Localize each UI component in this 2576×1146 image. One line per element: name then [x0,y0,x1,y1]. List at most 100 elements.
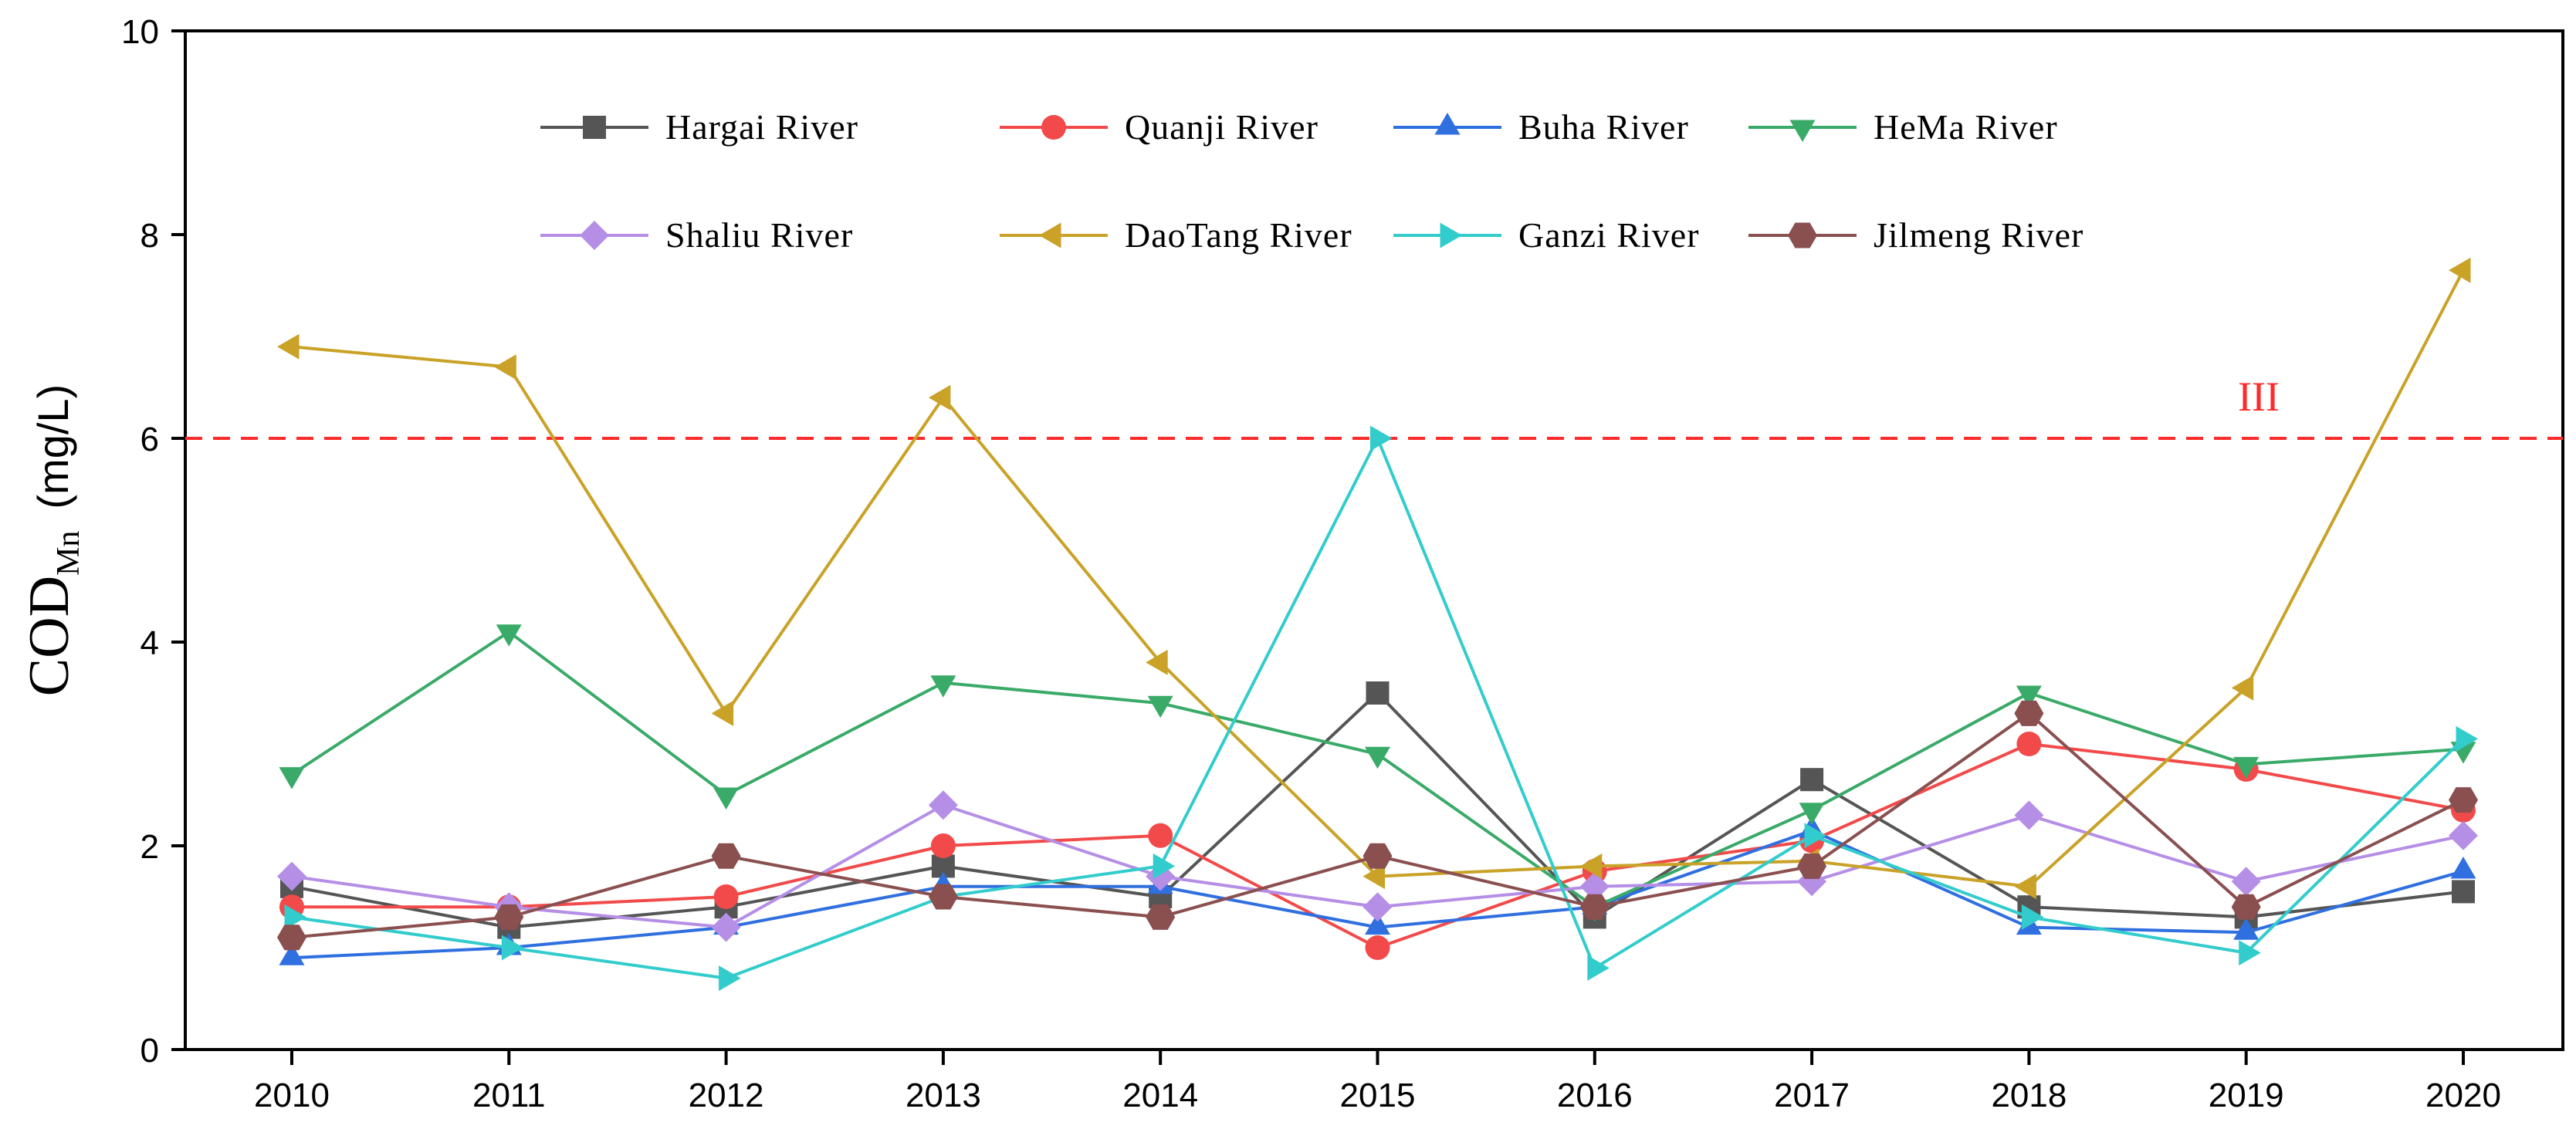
series-7-point-2016 [1579,894,1610,920]
x-tick-label-2014: 2014 [1122,1077,1198,1114]
series-3-point-2019 [2233,756,2260,779]
series-5-point-2015 [1362,864,1385,890]
series-4-point-2018 [2014,800,2044,830]
series-5-point-2013 [928,384,951,411]
legend-marker-0 [583,116,606,139]
legend-label-7: Jilmeng River [1874,215,2083,255]
series-3-point-2012 [713,787,740,810]
series-1-point-2013 [930,833,956,858]
legend-label-1: Quanji River [1125,107,1318,147]
series-5-point-2016 [1579,853,1603,879]
reference-line-group: III [185,374,2563,440]
x-tick-label-2017: 2017 [1774,1077,1850,1114]
series-2-point-2020 [2450,857,2476,879]
series-3-point-2017 [1799,803,1825,825]
legend-item-2: Buha River [1393,107,1689,147]
legend-item-5: DaoTang River [1000,215,1352,255]
y-axis-label: CODMn (mg/L) [18,384,86,696]
series-6 [284,425,2478,992]
legend-label-2: Buha River [1518,107,1689,147]
series-1-point-2014 [1148,823,1173,848]
series-3-point-2011 [496,624,522,647]
legend-label-0: Hargai River [665,107,858,147]
series-6-point-2011 [501,935,524,961]
legend-marker-6 [1440,222,1462,248]
series-6-point-2018 [2021,904,2044,930]
series-3-point-2013 [930,675,956,698]
y-axis-label-unit: (mg/L) [29,384,77,509]
y-tick-label-4: 4 [140,624,159,662]
series-4-point-2020 [2449,820,2478,850]
series-7-point-2015 [1362,843,1393,869]
series-3-point-2018 [2016,685,2042,708]
x-tick-label-2018: 2018 [1991,1077,2067,1114]
x-tick-label-2019: 2019 [2209,1077,2284,1114]
series-7-point-2020 [2449,787,2478,813]
legend-item-7: Jilmeng River [1748,215,2083,255]
series-2-point-2010 [279,943,305,965]
x-tick-label-2016: 2016 [1557,1077,1633,1114]
series-group [277,257,2478,992]
legend-item-1: Quanji River [1000,107,1318,147]
x-tick-label-2010: 2010 [254,1077,330,1114]
series-6-point-2012 [719,965,741,992]
legend: Hargai River Quanji River Buha River HeMa R… [540,107,2083,255]
series-4-point-2012 [711,912,741,942]
series-2-point-2015 [1365,912,1390,935]
series-5-point-2012 [711,700,734,726]
series-0-point-2020 [2452,880,2475,904]
legend-marker-3 [1789,120,1816,142]
series-7-point-2014 [1146,904,1176,930]
y-tick-label-6: 6 [140,421,159,458]
legend-item-6: Ganzi River [1393,215,1700,255]
series-6-point-2014 [1153,853,1176,879]
series-4-point-2019 [2231,867,2261,897]
series-6-point-2010 [284,904,306,930]
legend-marker-4 [580,221,609,250]
series-6-point-2015 [1370,425,1393,451]
series-3 [279,624,2476,922]
series-5-point-2019 [2231,674,2254,701]
reference-line-label: III [2238,374,2280,420]
series-5-point-2020 [2449,257,2471,283]
legend-label-6: Ganzi River [1518,215,1700,255]
y-tick-label-8: 8 [140,217,159,255]
legend-item-0: Hargai River [540,107,858,147]
series-5 [277,257,2471,900]
series-0-point-2015 [1366,681,1390,705]
series-3-point-2010 [279,767,305,789]
series-1-point-2015 [1365,935,1390,960]
series-7-point-2017 [1797,853,1827,879]
series-7-point-2012 [711,843,741,869]
legend-marker-5 [1039,222,1061,248]
y-tick-label-2: 2 [140,828,159,866]
legend-item-4: Shaliu River [540,215,853,255]
x-tick-label-2020: 2020 [2425,1077,2501,1114]
series-4-point-2016 [1579,871,1610,901]
series-7 [277,700,2478,951]
series-1-point-2012 [713,884,739,909]
legend-label-4: Shaliu River [665,215,853,255]
y-tick-label-0: 0 [140,1032,159,1070]
y-axis-label-subscript: Mn [51,531,86,576]
series-6-point-2019 [2239,940,2261,966]
x-tick-label-2011: 2011 [472,1077,546,1114]
y-tick-label-10: 10 [121,13,159,51]
legend-label-5: DaoTang River [1125,215,1352,255]
y-axis-label-main: COD [18,576,81,696]
series-4-point-2015 [1362,892,1393,922]
series-6-point-2020 [2456,725,2478,752]
legend-marker-1 [1041,115,1066,140]
legend-label-3: HeMa River [1874,107,2058,147]
legend-marker-2 [1434,113,1461,135]
series-7-point-2013 [928,884,958,910]
y-axis-title: CODMn (mg/L) [18,384,86,696]
series-4-point-2010 [277,861,306,891]
series-7-point-2011 [494,904,524,930]
x-tick-label-2012: 2012 [689,1077,764,1114]
plot-frame [184,29,2564,1051]
series-0-point-2017 [1800,768,1824,792]
series-6-point-2016 [1587,955,1610,981]
series-6-point-2017 [1804,823,1827,849]
